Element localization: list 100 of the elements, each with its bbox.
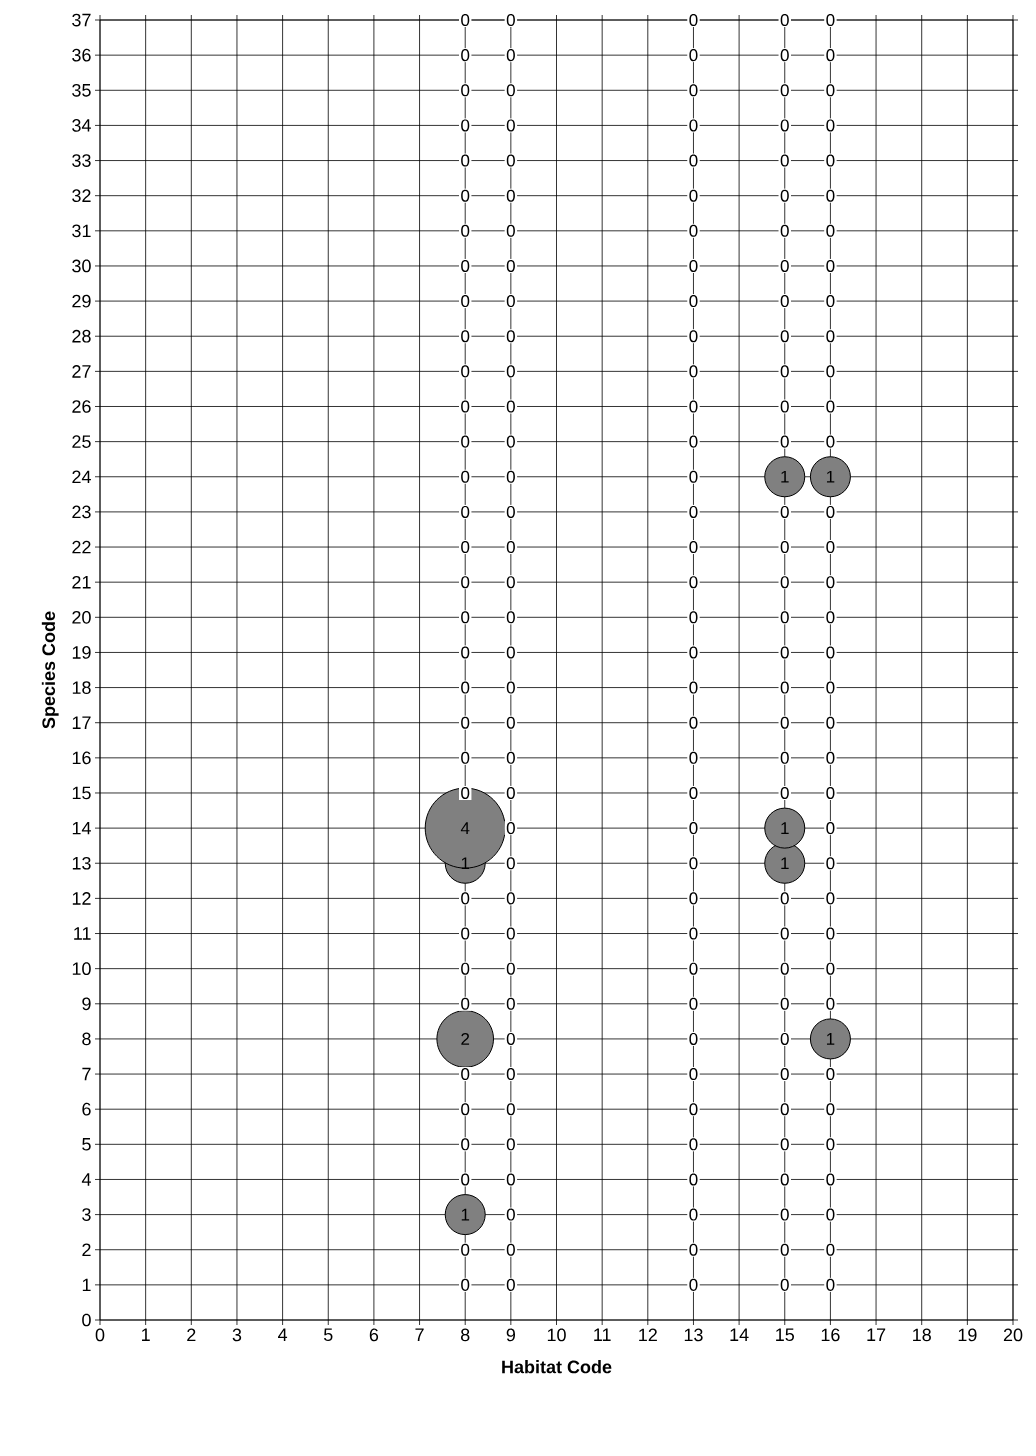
annotation: 0 [780,1208,789,1221]
annotation: 1 [826,1033,835,1045]
annotation: 0 [826,1208,835,1221]
y-tick-label: 26 [72,400,91,413]
annotation: 0 [461,611,470,624]
annotation: 0 [506,84,515,97]
y-tick-label: 11 [74,927,91,940]
annotation: 0 [506,365,515,378]
annotation: 0 [826,576,835,589]
y-tick-label: 31 [72,224,91,238]
annotation: 0 [689,962,698,975]
annotation: 0 [826,857,835,870]
annotation: 0 [461,997,470,1010]
annotation: 0 [461,1103,470,1116]
annotation: 0 [461,1138,470,1151]
annotation: 0 [826,716,835,729]
annotation: 0 [780,541,789,554]
annotation: 0 [826,786,835,799]
annotation: 0 [506,295,515,308]
annotation: 0 [689,330,698,343]
annotation: 0 [689,154,698,167]
annotation: 0 [506,400,515,413]
y-tick-label: 33 [72,154,91,167]
y-tick-label: 4 [81,1173,91,1186]
x-tick-label: 16 [821,1328,840,1342]
annotation: 0 [506,1278,515,1291]
annotation: 0 [826,1138,835,1151]
y-tick-label: 37 [72,13,91,27]
annotation: 0 [689,857,698,870]
annotation: 0 [826,119,835,132]
y-tick-label: 9 [82,997,91,1011]
annotation: 0 [506,189,515,202]
annotation: 0 [689,1103,698,1116]
annotation: 0 [689,119,698,132]
annotation: 0 [780,1138,789,1151]
y-tick-label: 7 [82,1067,91,1081]
x-tick-label: 2 [187,1328,196,1342]
annotation: 0 [506,1173,515,1186]
annotation: 0 [461,13,470,27]
annotation: 0 [780,716,789,729]
annotation: 0 [506,576,515,589]
x-tick-label: 1 [142,1328,150,1341]
annotation: 0 [461,1068,470,1081]
y-tick-label: 25 [72,435,91,448]
y-tick-label: 28 [72,329,91,343]
annotation: 0 [461,259,470,272]
annotation: 0 [689,892,698,905]
annotation: 0 [689,505,698,518]
annotation: 0 [826,892,835,905]
y-tick-label: 21 [72,575,91,589]
x-tick-label: 11 [594,1328,611,1341]
annotation: 0 [780,1278,789,1291]
annotation: 0 [780,646,789,659]
annotation: 0 [506,1138,515,1151]
annotation: 0 [689,224,698,237]
y-tick-label: 36 [72,48,91,62]
annotation: 0 [689,716,698,729]
annotation: 0 [826,997,835,1010]
x-tick-label: 17 [867,1328,886,1341]
y-tick-label: 0 [82,1313,91,1327]
annotation: 0 [461,224,470,237]
annotation: 0 [461,962,470,975]
y-tick-label: 6 [82,1102,91,1116]
annotation: 1 [781,822,789,834]
annotation: 0 [826,224,835,237]
x-tick-label: 13 [684,1328,703,1342]
annotation: 0 [689,470,698,483]
annotation: 0 [461,435,470,448]
annotation: 0 [461,681,470,694]
annotation: 0 [689,541,698,554]
y-tick-label: 15 [72,786,91,800]
annotation: 0 [689,611,698,624]
y-tick-label: 23 [72,505,91,519]
annotation: 0 [826,189,835,202]
y-tick-label: 27 [72,365,91,378]
annotation: 0 [506,505,515,518]
annotation: 0 [506,1068,515,1081]
annotation: 0 [780,224,789,237]
y-tick-label: 5 [82,1138,91,1151]
annotation: 0 [461,892,470,905]
annotation: 0 [780,13,789,27]
annotation: 0 [826,295,835,308]
annotation: 0 [826,365,835,378]
annotation: 0 [780,189,789,202]
annotation: 0 [780,84,789,97]
x-tick-label: 10 [547,1328,566,1342]
x-tick-label: 6 [369,1328,379,1342]
annotation: 0 [506,962,515,975]
x-tick-label: 18 [913,1328,931,1342]
y-tick-label: 13 [72,856,91,870]
annotation: 2 [461,1032,470,1045]
annotation: 0 [689,84,698,97]
x-axis-title: Habitat Code [502,1360,612,1374]
annotation: 0 [780,576,789,589]
annotation: 0 [689,1138,698,1151]
annotation: 0 [826,400,835,413]
annotation: 0 [780,330,789,343]
annotation: 0 [689,1243,698,1256]
x-tick-label: 19 [958,1328,977,1342]
annotation: 0 [506,611,515,624]
